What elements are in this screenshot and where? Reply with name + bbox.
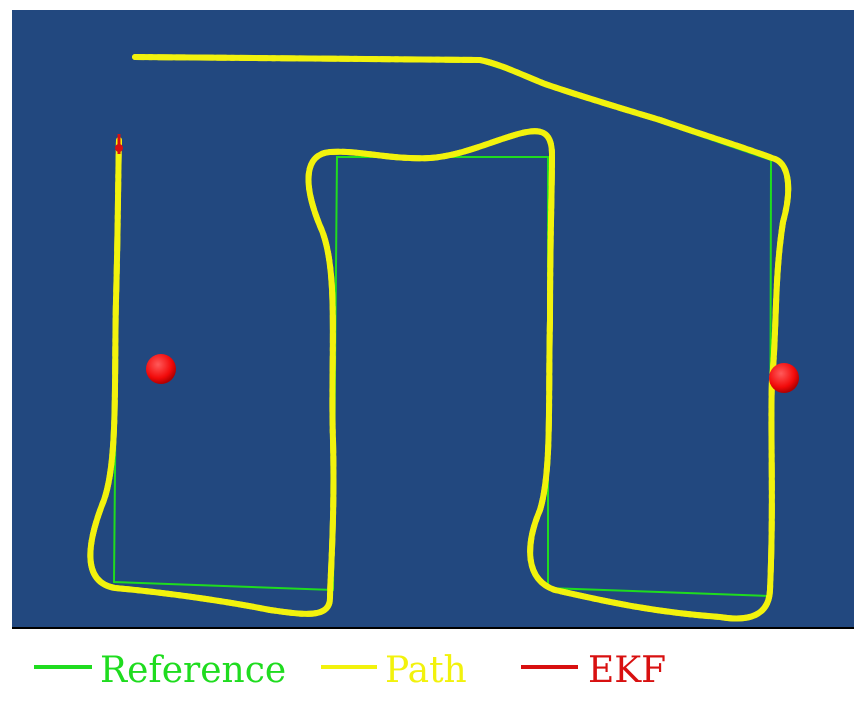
scene-background xyxy=(12,10,854,627)
start-marker xyxy=(115,134,123,154)
landmark-right xyxy=(769,363,799,393)
legend-ekf-label: EKF xyxy=(588,650,666,691)
landmark-left xyxy=(146,354,176,384)
legend-reference-label: Reference xyxy=(100,650,286,691)
legend-path-label: Path xyxy=(385,650,467,691)
legend: Reference Path EKF xyxy=(34,650,666,691)
